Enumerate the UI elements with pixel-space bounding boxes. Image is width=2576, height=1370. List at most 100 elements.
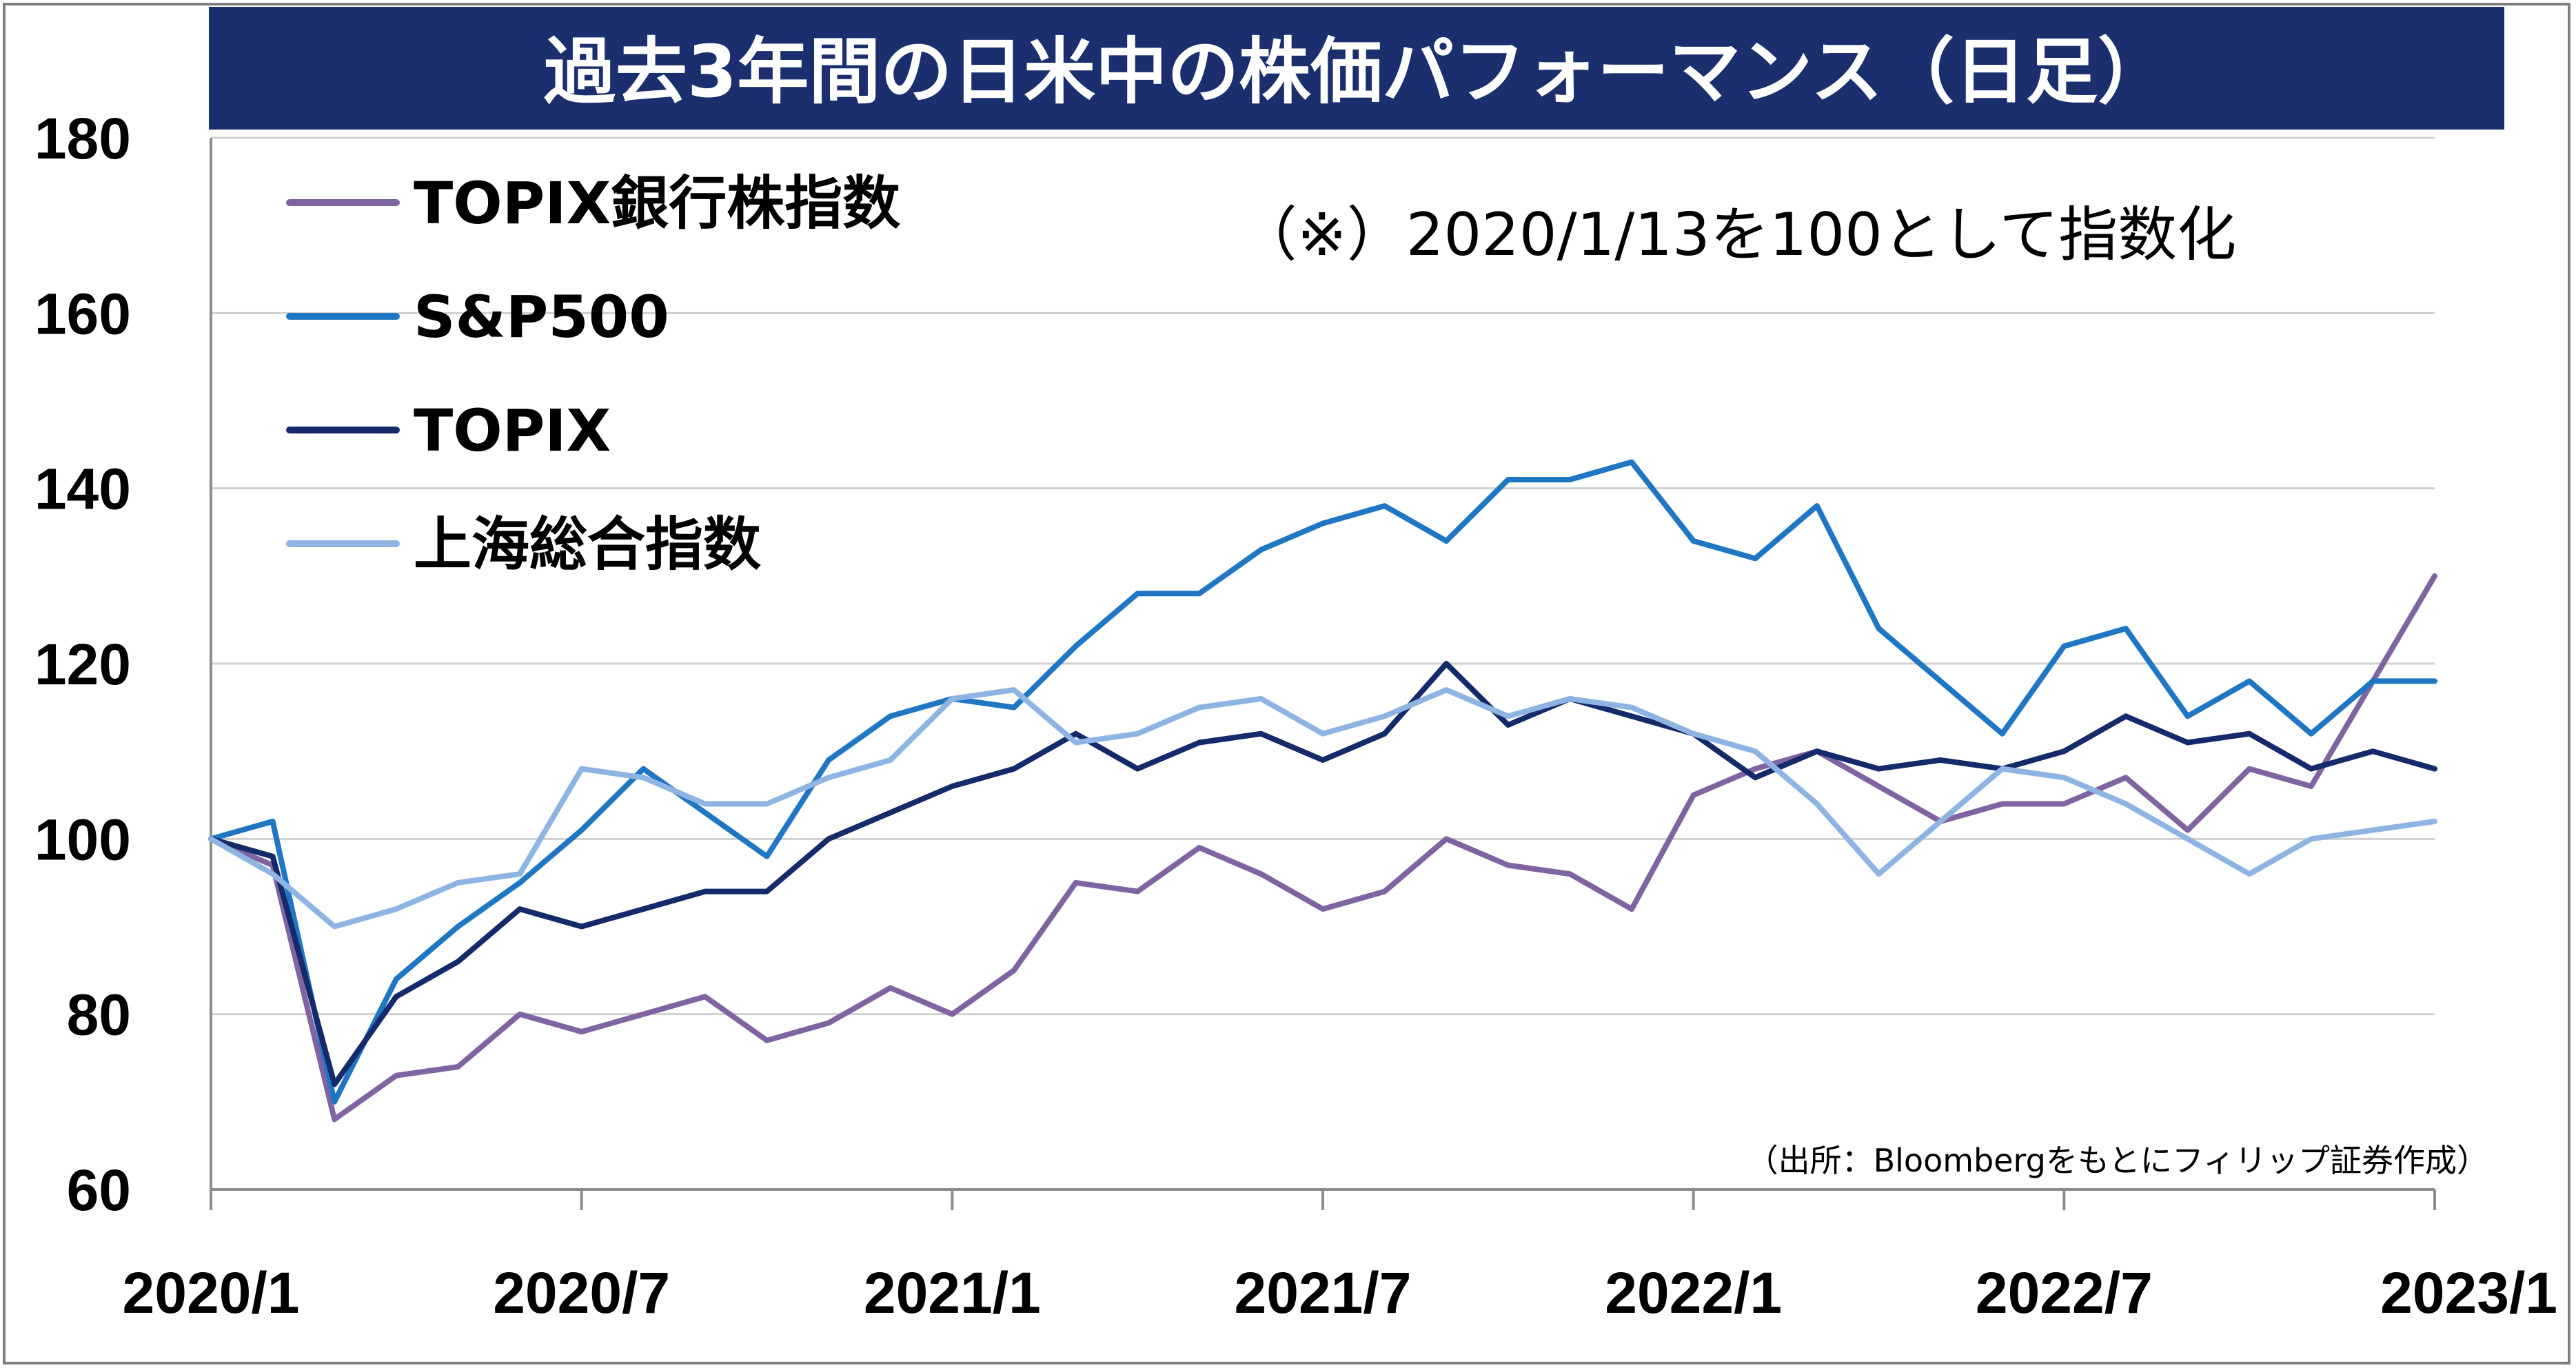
data-point (1505, 723, 1510, 728)
data-point (456, 1064, 460, 1069)
data-point (702, 810, 707, 815)
data-point (1753, 556, 1758, 561)
data-point (2247, 731, 2252, 736)
data-point (1876, 872, 1881, 877)
data-point (1938, 819, 1943, 824)
data-point (2309, 731, 2313, 736)
data-point (1321, 521, 1325, 526)
data-point (1321, 731, 1325, 736)
data-point (394, 994, 398, 999)
data-point (1876, 766, 1881, 771)
data-point (394, 907, 398, 912)
data-point (2123, 775, 2128, 780)
data-point (456, 959, 460, 964)
data-point (888, 714, 893, 719)
data-point (1568, 872, 1572, 877)
data-point (456, 880, 460, 885)
x-tick-label: 2023/1 (2380, 1260, 2557, 1325)
y-tick-label: 60 (67, 1158, 131, 1223)
y-tick-label: 80 (67, 983, 131, 1047)
data-point (1568, 477, 1572, 482)
data-point (456, 924, 460, 929)
data-point (1814, 504, 1819, 509)
data-point (888, 757, 893, 762)
data-point (1753, 766, 1758, 771)
data-point (2000, 731, 2005, 736)
data-point (1135, 766, 1140, 771)
data-point (1630, 714, 1634, 719)
data-point (950, 1012, 955, 1016)
x-tick-label: 2021/7 (1235, 1260, 1412, 1325)
data-point (2247, 766, 2252, 771)
data-point (2247, 872, 2252, 877)
y-tick-label: 100 (34, 807, 131, 872)
data-point (1505, 477, 1510, 482)
data-point (1876, 626, 1881, 631)
data-point (1011, 968, 1016, 973)
data-point (2433, 679, 2437, 684)
data-point (2123, 626, 2128, 631)
x-tick-label: 2021/1 (864, 1260, 1041, 1325)
data-point (394, 977, 398, 981)
data-point (1568, 696, 1572, 701)
data-point (2433, 766, 2437, 771)
data-point (1444, 538, 1449, 543)
data-point (579, 924, 584, 929)
series-0 (208, 573, 2437, 1123)
legend: TOPIX銀行株指数 S&P500 TOPIX 上海総合指数 (286, 170, 900, 578)
data-point (1321, 907, 1325, 912)
data-point (2062, 749, 2067, 754)
data-point (2185, 714, 2190, 719)
data-point (332, 1099, 337, 1104)
data-point (1630, 907, 1634, 912)
data-point (1630, 460, 1634, 464)
data-point (1073, 731, 1078, 736)
data-point (1630, 705, 1634, 710)
data-point (270, 819, 275, 824)
data-point (1382, 889, 1387, 894)
data-point (764, 801, 769, 806)
data-point (2000, 766, 2005, 771)
data-point (1259, 547, 1264, 552)
index-note: （※）2020/1/13を100として指数化 (1238, 201, 2237, 269)
data-point (1444, 662, 1449, 666)
data-point (950, 696, 955, 701)
data-point (2062, 644, 2067, 648)
data-point (641, 1012, 646, 1016)
data-point (2371, 749, 2375, 754)
data-point (888, 810, 893, 815)
data-point (1938, 679, 1943, 684)
data-point (764, 1038, 769, 1043)
data-point (2185, 837, 2190, 841)
data-point (1753, 749, 1758, 754)
data-point (1073, 880, 1078, 885)
data-point (2309, 766, 2313, 771)
data-point (518, 880, 523, 885)
data-point (1321, 757, 1325, 762)
data-point (888, 985, 893, 990)
data-point (2309, 784, 2313, 789)
series-2 (208, 661, 2437, 1087)
data-point (1011, 705, 1016, 710)
title-bar (209, 7, 2504, 130)
series-line (208, 573, 2437, 1123)
data-point (1938, 757, 1943, 762)
data-point (2247, 679, 2252, 684)
x-tick-label: 2022/1 (1605, 1260, 1782, 1325)
data-point (702, 801, 707, 806)
data-point (1753, 775, 1758, 780)
data-point (826, 775, 831, 780)
data-point (1814, 749, 1819, 754)
data-point (764, 889, 769, 894)
data-point (1135, 889, 1140, 894)
data-point (2371, 679, 2375, 684)
series-line (208, 687, 2437, 930)
data-point (826, 837, 831, 841)
data-point (1382, 714, 1387, 719)
data-point (1197, 740, 1201, 745)
data-point (641, 907, 646, 912)
data-point (1382, 731, 1387, 736)
data-point (1135, 731, 1140, 736)
data-point (2000, 801, 2005, 806)
data-point (1691, 793, 1696, 797)
